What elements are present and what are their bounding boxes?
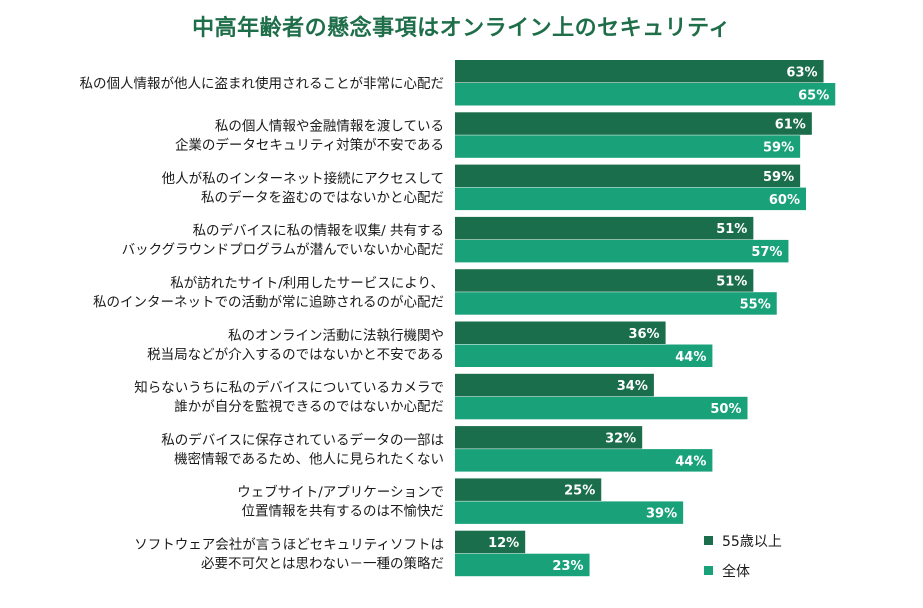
data-label: 59% [763,170,794,185]
data-label: 51% [716,274,747,289]
data-label: 39% [646,507,677,522]
legend-swatch [704,536,713,545]
legend-label: 全体 [722,563,750,580]
data-label: 44% [675,454,706,469]
bar-overall [455,344,713,367]
category-label: ソフトウェア会社が言うほどセキュリティソフトは [134,537,444,553]
bar-overall [455,83,836,106]
data-label: 50% [710,402,741,417]
data-label: 44% [675,350,706,365]
data-label: 12% [488,536,519,551]
bar-overall [455,501,684,524]
category-label: 企業のデータセキュリティ対策が不安である [175,137,444,154]
legend-label: 55歳以上 [722,534,782,550]
bar-age55plus [455,530,526,554]
data-label: 65% [798,88,829,103]
category-label: 私のデバイスに私の情報を収集/ 共有する [193,222,444,239]
category-label: 私のインターネットでの活動が常に追跡されるのが心配だ [93,294,444,310]
data-label: 61% [775,118,806,133]
data-label: 55% [740,297,771,312]
category-label: 誰かが自分を監視できるのではないか心配だ [174,398,444,415]
legend-swatch [704,566,713,575]
data-label: 59% [763,141,794,156]
bar-age55plus [455,426,643,449]
category-label: 私のデータを盗むのではないかと心配だ [201,189,444,206]
bar-overall [455,239,789,263]
category-label: バックグラウンドプログラムが潜んでいないか心配だ [122,242,444,258]
category-label: 位置情報を共有するのは不愉快だ [242,504,445,520]
data-label: 60% [769,193,800,208]
data-label: 57% [751,245,782,260]
bar-age55plus [455,216,754,240]
category-label: 私のデバイスに保存されているデータの一部は [161,431,444,448]
bar-age55plus [455,164,801,188]
data-label: 51% [716,222,747,237]
data-label: 34% [617,379,648,394]
bar-age55plus [455,112,812,135]
bar-age55plus [455,478,602,501]
bar-overall [455,553,590,577]
category-label: 私のオンライン活動に法執行機関や [228,328,444,344]
data-label: 25% [564,484,595,499]
data-label: 63% [786,65,817,80]
bar-overall [455,187,806,211]
bar-overall [455,449,713,472]
data-label: 32% [605,431,636,446]
bar-overall [455,135,801,158]
category-label: 私の個人情報が他人に盗まれ使用されることが非常に心配だ [80,75,445,92]
category-label: 私が訪れたサイト/利用したサービスにより、 [170,275,444,291]
bar-overall [455,396,748,420]
category-label: 知らないうちに私のデバイスについているカメラで [134,379,444,396]
bar-age55plus [455,373,654,397]
category-label: 必要不可欠とは思わない－一種の策略だ [201,555,444,572]
category-label: 機密情報であるため、他人に見られたくない [174,450,444,467]
category-label: 税当局などが介入するのではないかと不安である [147,347,444,363]
data-label: 36% [628,327,659,342]
bar-age55plus [455,269,754,292]
bar-age55plus [455,60,824,83]
bar-age55plus [455,321,666,344]
data-label: 23% [552,559,583,574]
category-label: 私の個人情報や金融情報を渡している [215,119,444,135]
category-label: 他人が私のインターネット接続にアクセスして [162,170,444,187]
category-label: ウェブサイト/アプリケーションで [237,484,444,501]
chart-title: 中高年齢者の懸念事項はオンライン上のセキュリティ [192,16,731,41]
bar-overall [455,292,777,315]
